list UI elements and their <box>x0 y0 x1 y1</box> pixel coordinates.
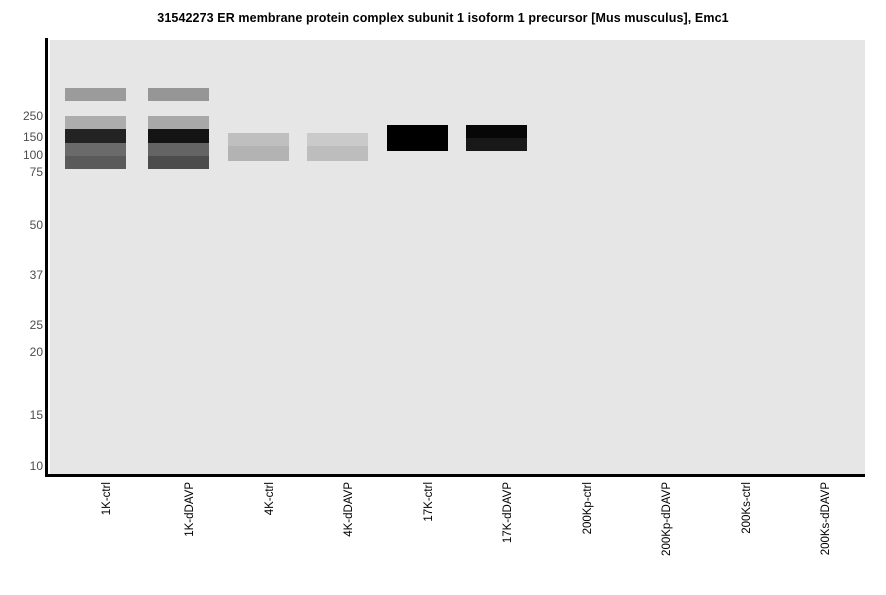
plot-area <box>50 40 865 475</box>
y-axis-tick-label: 150 <box>22 130 43 144</box>
gel-lane <box>307 0 368 435</box>
page-title: 31542273 ER membrane protein complex sub… <box>157 11 729 25</box>
gel-band <box>148 129 209 143</box>
x-axis-tick-label: 1K-ctrl <box>100 482 113 516</box>
gel-band <box>148 116 209 129</box>
gel-band <box>65 129 126 143</box>
y-axis-tick-label: 100 <box>22 148 43 162</box>
gel-band <box>148 88 209 101</box>
gel-band <box>228 146 289 161</box>
x-axis-tick-label: 1K-dDAVP <box>183 482 196 537</box>
y-axis-tick-label: 15 <box>29 408 43 422</box>
gel-band <box>148 156 209 169</box>
gel-band <box>307 146 368 161</box>
y-axis-line <box>45 38 48 477</box>
gel-lane <box>466 0 527 435</box>
x-axis-line <box>45 474 865 477</box>
x-axis-tick-label: 200Ks-ctrl <box>740 482 753 534</box>
x-axis-tick-label: 200Kp-dDAVP <box>660 482 673 556</box>
gel-lane <box>387 0 448 435</box>
gel-band <box>466 138 527 151</box>
gel-lane <box>546 0 607 435</box>
y-axis-tick-label: 75 <box>29 165 43 179</box>
gel-lane <box>148 0 209 435</box>
gel-band <box>148 143 209 156</box>
gel-band <box>228 133 289 146</box>
x-axis-tick-label: 200Ks-dDAVP <box>819 482 832 556</box>
y-axis-tick-label: 37 <box>29 268 43 282</box>
x-axis-tick-label: 200Kp-ctrl <box>581 482 594 535</box>
gel-band <box>307 133 368 146</box>
y-axis-tick-label: 50 <box>29 218 43 232</box>
gel-lane <box>65 0 126 435</box>
y-axis-tick-label: 10 <box>29 459 43 473</box>
gel-band <box>65 116 126 129</box>
y-axis-tick-label: 25 <box>29 318 43 332</box>
y-axis-tick-label: 250 <box>22 109 43 123</box>
y-axis-tick-label: 20 <box>29 345 43 359</box>
gel-band <box>466 125 527 138</box>
x-axis-tick-label: 4K-dDAVP <box>342 482 355 537</box>
gel-lane <box>625 0 686 435</box>
gel-band <box>387 138 448 151</box>
gel-lane <box>228 0 289 435</box>
x-axis-tick-label: 4K-ctrl <box>263 482 276 516</box>
y-axis-tick-labels: 250 150 100 75 50 37 25 20 15 10 <box>0 0 43 595</box>
gel-lane <box>705 0 766 435</box>
gel-band <box>65 88 126 101</box>
gel-band <box>65 156 126 169</box>
x-axis-tick-label: 17K-dDAVP <box>501 482 514 544</box>
x-axis-tick-label: 17K-ctrl <box>422 482 435 522</box>
gel-lane <box>784 0 845 435</box>
gel-band <box>65 143 126 156</box>
gel-band <box>387 125 448 138</box>
